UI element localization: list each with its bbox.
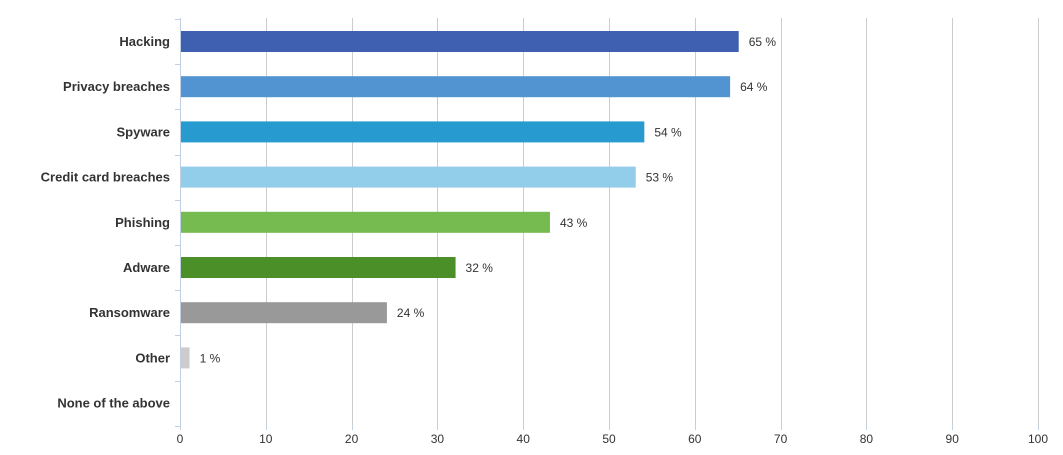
bar-adware xyxy=(181,257,456,278)
x-tick-label: 60 xyxy=(688,432,702,446)
bar-ransomware xyxy=(181,302,387,324)
data-label: 65 % xyxy=(749,35,777,49)
x-tick-label: 50 xyxy=(602,432,616,446)
bar-spyware xyxy=(181,121,645,143)
data-label: 43 % xyxy=(560,216,588,230)
labels: 0 10 20 30 40 50 60 70 80 90 100 Hacking 65 % Privacy… xyxy=(41,34,1049,446)
category-label: Spyware xyxy=(117,124,170,139)
data-label: 1 % xyxy=(200,351,221,365)
x-tick-label: 40 xyxy=(517,432,531,446)
axes xyxy=(175,18,1039,430)
data-label: 64 % xyxy=(740,80,768,94)
bar-hacking xyxy=(181,31,739,52)
data-label: 32 % xyxy=(466,261,494,275)
bar-other xyxy=(181,347,190,369)
x-tick-label: 0 xyxy=(177,432,184,446)
data-label: 54 % xyxy=(654,125,682,139)
category-label: Privacy breaches xyxy=(63,79,170,94)
category-label: Phishing xyxy=(115,215,170,230)
x-tick-label: 80 xyxy=(860,432,874,446)
data-label: 24 % xyxy=(397,306,425,320)
bars xyxy=(181,31,739,369)
category-label: Ransomware xyxy=(89,305,170,320)
category-label: Credit card breaches xyxy=(41,170,170,185)
category-label: Hacking xyxy=(119,34,170,49)
bar-phishing xyxy=(181,211,550,233)
x-tick-label: 30 xyxy=(431,432,445,446)
x-tick-label: 10 xyxy=(259,432,273,446)
x-tick-label: 100 xyxy=(1028,432,1048,446)
data-label: 53 % xyxy=(646,171,674,185)
bar-credit-card-breaches xyxy=(181,166,636,188)
x-tick-label: 90 xyxy=(946,432,960,446)
x-tick-label: 20 xyxy=(345,432,359,446)
bar-privacy-breaches xyxy=(181,76,731,98)
x-tick-label: 70 xyxy=(774,432,788,446)
category-label: None of the above xyxy=(57,396,170,411)
category-label: Other xyxy=(135,350,170,365)
category-label: Adware xyxy=(123,260,170,275)
